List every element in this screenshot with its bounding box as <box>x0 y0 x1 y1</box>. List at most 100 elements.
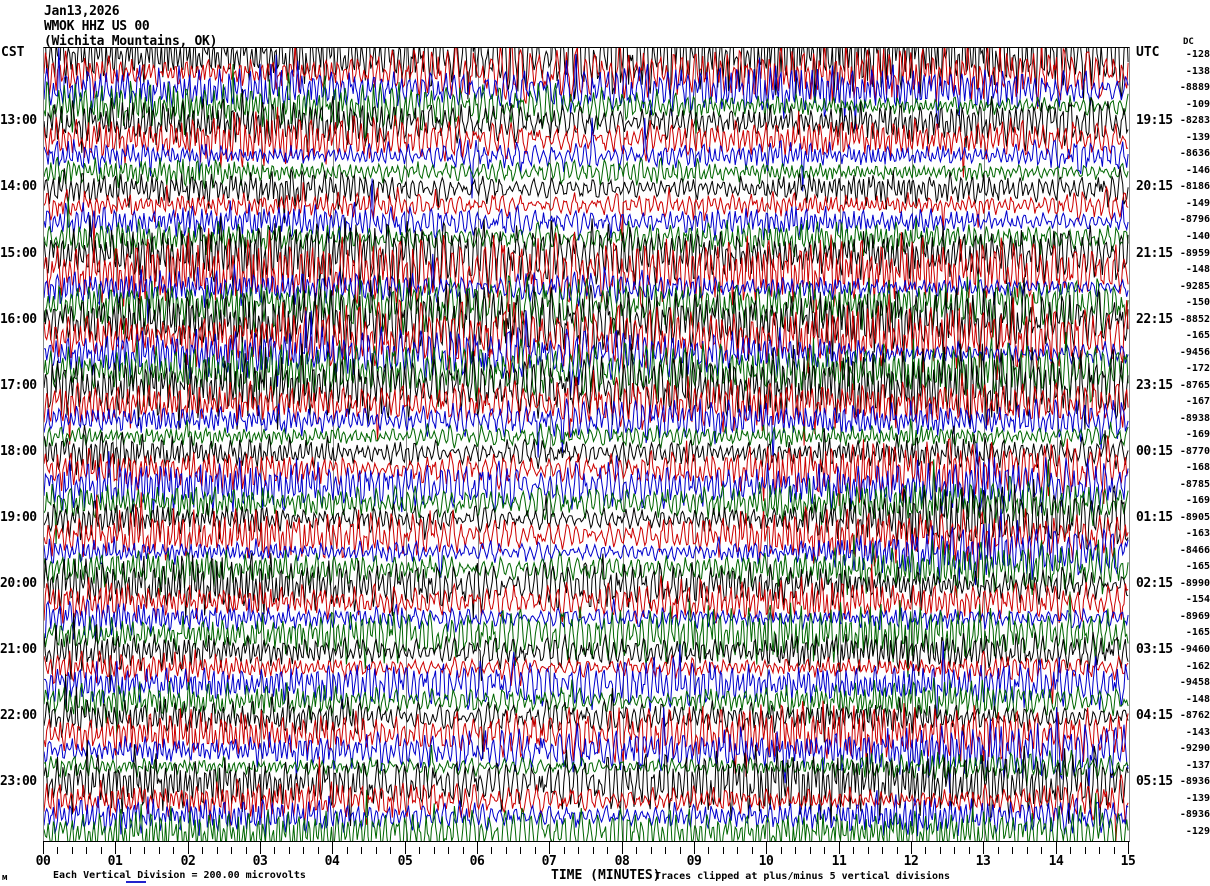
dc-value: -9456 <box>1179 346 1210 358</box>
x-tick-minor <box>636 847 637 854</box>
dc-value: -8796 <box>1179 214 1210 226</box>
x-tick-major <box>911 841 912 854</box>
x-axis-tick-label: 09 <box>686 854 702 869</box>
right-hour-label: 04:15 <box>1136 708 1173 724</box>
trace <box>44 182 1129 248</box>
trace <box>44 613 1129 692</box>
dc-value: -9460 <box>1179 644 1210 655</box>
x-tick-minor <box>520 847 521 854</box>
x-axis-tick-label: 06 <box>469 854 485 869</box>
trace <box>44 166 1129 224</box>
x-tick-minor <box>491 847 492 854</box>
trace <box>44 418 1129 450</box>
trace <box>44 294 1129 381</box>
x-tick-minor <box>868 847 869 854</box>
dc-value: -8466 <box>1179 544 1210 556</box>
dc-value: -143 <box>1185 726 1210 738</box>
header-channel: WMOK HHZ US 00 <box>44 19 150 34</box>
x-tick-minor <box>853 847 854 854</box>
dc-value: -172 <box>1185 363 1210 375</box>
trace <box>44 790 1129 838</box>
dc-value: -140 <box>1185 230 1210 242</box>
x-tick-major <box>766 841 767 854</box>
x-tick-minor <box>86 847 87 854</box>
x-tick-minor <box>998 847 999 854</box>
trace <box>44 442 1129 515</box>
x-tick-minor <box>954 847 955 854</box>
x-tick-major <box>260 841 261 854</box>
x-axis-tick-label: 13 <box>975 854 991 869</box>
x-tick-minor <box>810 847 811 854</box>
trace <box>44 48 1129 130</box>
trace <box>44 48 1129 109</box>
x-axis-tick-label: 10 <box>758 854 774 869</box>
right-hour-label: 03:15 <box>1136 642 1173 657</box>
x-tick-minor <box>217 847 218 854</box>
left-hour-label: 18:00 <box>0 443 37 459</box>
trace <box>44 700 1129 777</box>
x-tick-minor <box>1012 847 1013 854</box>
x-tick-minor <box>347 847 348 854</box>
left-hour-label: 13:00 <box>0 113 37 129</box>
x-tick-minor <box>144 847 145 854</box>
dc-value: -8959 <box>1179 247 1210 259</box>
x-axis-tick-label: 12 <box>903 854 919 869</box>
x-axis-tick-label: 02 <box>180 854 196 869</box>
x-tick-major <box>188 841 189 854</box>
trace <box>44 677 1129 734</box>
x-tick-minor <box>940 847 941 854</box>
x-tick-minor <box>246 847 247 854</box>
x-tick-minor <box>882 847 883 854</box>
x-tick-minor <box>925 847 926 854</box>
trace <box>44 789 1129 841</box>
dc-value: -9458 <box>1179 677 1210 689</box>
dc-value: -8636 <box>1179 148 1210 160</box>
trace <box>44 492 1129 579</box>
dc-value: -139 <box>1185 131 1210 143</box>
left-timezone-label: CST <box>1 45 25 60</box>
x-tick-minor <box>159 847 160 854</box>
x-tick-minor <box>651 847 652 854</box>
dc-value: -149 <box>1185 197 1210 209</box>
x-tick-minor <box>434 847 435 854</box>
trace <box>44 649 1129 705</box>
dc-value: -8969 <box>1179 610 1210 622</box>
dc-value: -8770 <box>1179 445 1210 457</box>
dc-value: -165 <box>1185 330 1210 342</box>
trace <box>44 88 1129 153</box>
dc-value: -139 <box>1185 792 1210 804</box>
x-tick-minor <box>1114 847 1115 854</box>
left-hour-label: 22:00 <box>0 708 37 724</box>
helicorder-plot[interactable] <box>43 47 1130 842</box>
trace <box>44 425 1129 478</box>
dc-value: -162 <box>1185 660 1210 672</box>
trace <box>45 48 1129 100</box>
trace <box>44 534 1129 598</box>
right-hour-label: 19:15 <box>1136 113 1173 129</box>
dc-value: -150 <box>1185 297 1210 309</box>
trace <box>44 273 1129 338</box>
x-tick-minor <box>289 847 290 854</box>
right-hour-label: 05:15 <box>1136 774 1173 790</box>
x-tick-minor <box>57 847 58 854</box>
left-hour-label: 23:00 <box>0 774 37 790</box>
dc-value: -137 <box>1185 759 1210 771</box>
x-tick-minor <box>231 847 232 854</box>
seismic-traces <box>44 48 1129 841</box>
dc-value: -8936 <box>1179 776 1210 788</box>
x-tick-minor <box>737 847 738 854</box>
trace <box>44 552 1129 619</box>
right-hour-label: 02:15 <box>1136 575 1173 591</box>
trace <box>44 178 1129 243</box>
vertical-division-underline <box>126 881 146 883</box>
x-tick-minor <box>665 847 666 854</box>
x-tick-major <box>1128 841 1129 854</box>
x-tick-minor <box>723 847 724 854</box>
x-tick-minor <box>130 847 131 854</box>
dc-value: -8186 <box>1179 181 1210 193</box>
dc-value: -138 <box>1185 65 1210 77</box>
x-tick-minor <box>202 847 203 854</box>
trace <box>44 253 1129 326</box>
dc-value: -154 <box>1185 594 1210 606</box>
trace <box>44 740 1129 827</box>
